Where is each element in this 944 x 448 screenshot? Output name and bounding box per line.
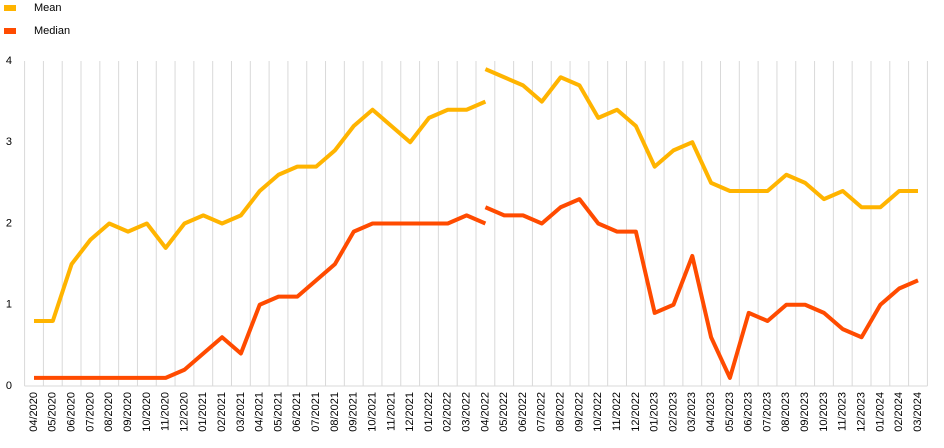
x-tick-label: 10/2020 [141,392,153,432]
y-tick-label: 3 [6,136,12,148]
x-tick-label: 09/2022 [573,392,585,432]
x-tick-label: 07/2021 [310,392,322,432]
x-tick-label: 07/2022 [536,392,548,432]
x-tick-label: 11/2022 [611,392,623,431]
x-tick-label: 12/2021 [404,392,416,432]
x-tick-label: 10/2023 [818,392,830,432]
x-tick-label: 08/2023 [780,392,792,432]
x-tick-label: 09/2020 [122,392,134,432]
legend-swatch [4,5,16,11]
x-tick-label: 11/2020 [160,392,172,431]
x-tick-label: 02/2023 [667,392,679,432]
x-tick-label: 08/2020 [103,392,115,432]
x-tick-label: 04/2023 [705,392,717,432]
x-tick-label: 08/2021 [329,392,341,432]
y-tick-label: 0 [6,380,12,392]
x-tick-label: 05/2023 [724,392,736,432]
legend-label: Mean [34,2,62,14]
x-tick-label: 12/2022 [630,392,642,432]
x-tick-label: 02/2022 [442,392,454,432]
x-tick-label: 03/2022 [461,392,473,432]
x-tick-label: 04/2021 [254,392,266,432]
x-tick-label: 05/2022 [498,392,510,432]
data-line [34,213,487,380]
y-tick-label: 2 [6,217,12,229]
x-tick-label: 01/2024 [874,392,886,432]
x-tick-label: 09/2021 [348,392,360,432]
data-line [484,197,919,380]
data-line [34,99,487,323]
x-tick-label: 04/2022 [479,392,491,432]
x-tick-label: 01/2022 [423,392,435,432]
x-tick-label: 03/2021 [235,392,247,432]
y-tick-label: 1 [6,299,12,311]
x-tick-label: 02/2021 [216,392,228,432]
x-tick-label: 06/2022 [517,392,529,432]
x-tick-label: 07/2023 [761,392,773,432]
y-tick-label: 4 [6,55,12,67]
x-tick-label: 03/2023 [686,392,698,432]
x-tick-label: 02/2024 [893,392,905,432]
legend-label: Median [34,25,70,37]
x-tick-label: 12/2023 [855,392,867,432]
x-tick-label: 12/2020 [178,392,190,432]
legend-swatch [4,28,16,34]
x-tick-label: 05/2021 [272,392,284,432]
x-tick-label: 06/2020 [66,392,78,432]
x-tick-label: 01/2023 [649,392,661,432]
x-tick-label: 03/2024 [912,392,924,432]
x-tick-label: 01/2021 [197,392,209,432]
x-tick-label: 11/2021 [385,392,397,431]
x-tick-label: 06/2023 [743,392,755,432]
x-tick-label: 04/2020 [28,392,40,432]
x-tick-label: 05/2020 [47,392,59,432]
x-tick-label: 06/2021 [291,392,303,432]
x-tick-label: 08/2022 [555,392,567,432]
x-tick-label: 10/2021 [366,392,378,432]
x-tick-label: 10/2022 [592,392,604,432]
x-tick-label: 07/2020 [84,392,96,432]
data-line [484,67,918,210]
x-tick-label: 09/2023 [799,392,811,432]
x-tick-label: 11/2023 [837,392,849,431]
